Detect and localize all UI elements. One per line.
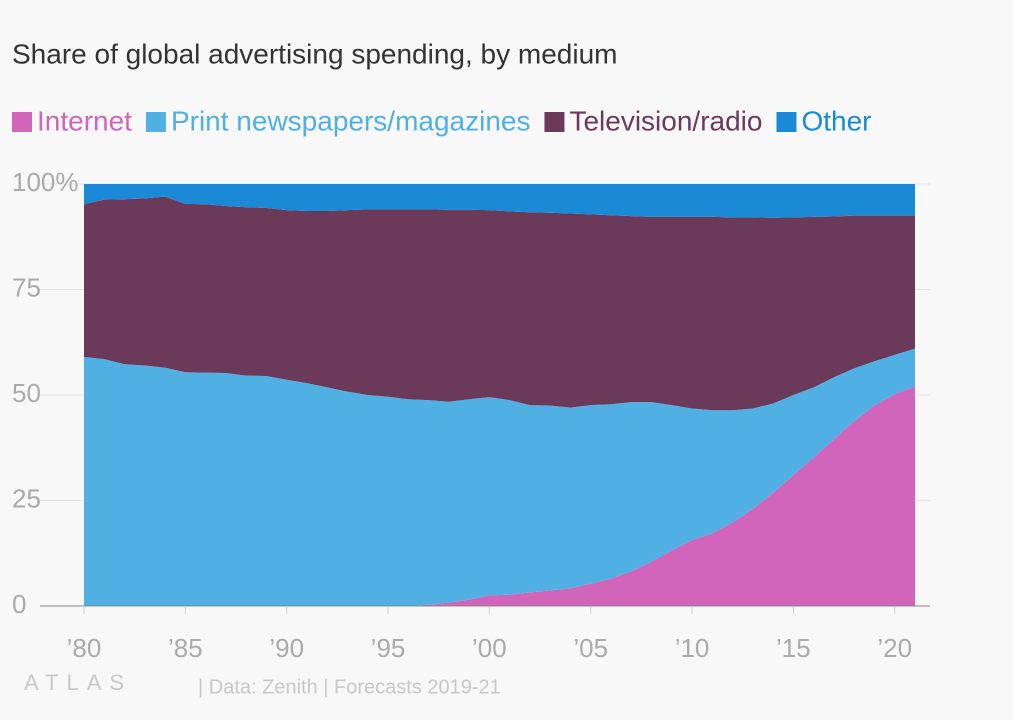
area (84, 196, 915, 411)
y-tick-label: 50 (12, 378, 41, 408)
y-tick-label: 25 (12, 483, 41, 513)
area (84, 386, 915, 606)
x-tick-label: ’15 (776, 633, 811, 663)
legend-label: Television/radio (569, 105, 762, 136)
area (84, 184, 915, 218)
legend-label: Internet (37, 105, 132, 136)
area (84, 348, 915, 606)
legend-swatch (544, 112, 565, 132)
legend-swatch (145, 112, 166, 132)
legend-swatch (12, 112, 32, 132)
x-tick-label: ’05 (573, 633, 608, 663)
y-tick-label: 100% (12, 167, 79, 197)
legend: Internet Print newspapers/magazines Televi… (12, 105, 872, 136)
x-tick-label: ’95 (371, 633, 406, 663)
x-tick-label: ’90 (269, 633, 304, 663)
x-tick-label: ’00 (472, 633, 507, 663)
x-tick-label: ’10 (675, 633, 710, 663)
chart-title: Share of global advertising spending, by… (12, 38, 617, 69)
x-tick-label: ’20 (877, 633, 912, 663)
source: | Data: Zenith | Forecasts 2019-21 (198, 676, 501, 698)
x-tick-label: ’80 (67, 633, 102, 663)
legend-label: Other (801, 105, 871, 136)
legend-label: Print newspapers/magazines (171, 105, 531, 136)
legend-swatch (776, 112, 797, 132)
y-tick-label: 0 (12, 589, 26, 619)
y-tick-label: 75 (12, 272, 41, 302)
logo: ATLAS (24, 670, 132, 695)
x-tick-label: ’85 (168, 633, 203, 663)
